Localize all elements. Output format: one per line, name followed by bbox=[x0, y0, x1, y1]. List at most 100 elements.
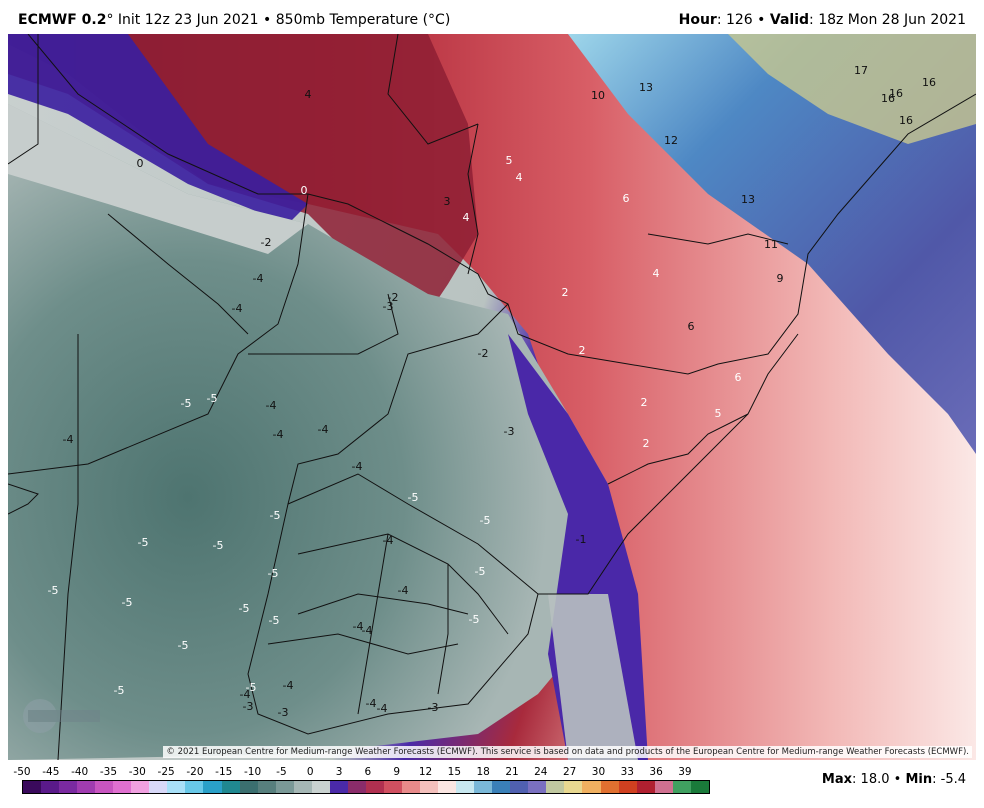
color-scale: -50 -45 -40 -35 -30 -25 -20 -15 -10 -5 0 3 6 9 12 15 18 2… bbox=[8, 762, 710, 802]
scale-tick-label: 27 bbox=[562, 766, 577, 778]
map-value-label: -5 bbox=[207, 392, 218, 405]
map-value-label: -4 bbox=[253, 272, 264, 285]
map-value-label: 16 bbox=[922, 76, 936, 89]
hour-label: Hour bbox=[678, 12, 717, 28]
scale-swatch bbox=[329, 781, 348, 793]
map-value-label: 2 bbox=[641, 396, 648, 409]
map-value-label: 6 bbox=[623, 192, 630, 205]
scale-tick-label: 36 bbox=[649, 766, 663, 778]
scale-swatch bbox=[203, 781, 222, 793]
scale-tick-label: -50 bbox=[13, 766, 31, 778]
map-value-label: 16 bbox=[881, 92, 895, 105]
map-value-label: -4 bbox=[366, 697, 377, 710]
map-value-label: 4 bbox=[463, 211, 470, 224]
map-value-label: -4 bbox=[383, 534, 394, 547]
map-value-label: 9 bbox=[777, 272, 784, 285]
map-value-label: -5 bbox=[480, 514, 491, 527]
map-value-label: 6 bbox=[688, 320, 695, 333]
weatherbell-logo bbox=[23, 699, 100, 733]
scale-tick-label: 15 bbox=[447, 766, 462, 778]
scale-tick-label: 39 bbox=[678, 766, 692, 778]
scale-tick-label: 33 bbox=[620, 766, 634, 778]
map-value-label: -5 bbox=[408, 491, 419, 504]
map-value-label: -4 bbox=[398, 584, 409, 597]
scale-tick-label: 9 bbox=[393, 766, 401, 778]
title-separator: • bbox=[263, 12, 272, 28]
scale-swatch bbox=[23, 781, 42, 793]
map-value-label: -5 bbox=[239, 602, 250, 615]
scale-swatch bbox=[113, 781, 132, 793]
map-value-label: -5 bbox=[246, 681, 257, 694]
scale-swatch bbox=[636, 781, 655, 793]
scale-swatch bbox=[131, 781, 150, 793]
map-value-label: 12 bbox=[664, 134, 678, 147]
init-time: ° Init 12z 23 Jun 2021 bbox=[106, 12, 259, 28]
map-value-label: 2 bbox=[562, 286, 569, 299]
map-value-label: -3 bbox=[383, 300, 394, 313]
map-value-label: -5 bbox=[122, 596, 133, 609]
scale-swatch bbox=[221, 781, 240, 793]
scale-swatch bbox=[239, 781, 258, 793]
hour-value: : 126 bbox=[716, 12, 753, 28]
scale-swatch bbox=[149, 781, 168, 793]
map-value-label: -2 bbox=[388, 291, 399, 304]
scale-swatch bbox=[275, 781, 294, 793]
map-value-label: 17 bbox=[854, 64, 868, 77]
map-value-label: 0 bbox=[301, 184, 308, 197]
map-value-label: -5 bbox=[269, 614, 280, 627]
scale-swatch bbox=[77, 781, 96, 793]
valid-time: Hour: 126 • Valid: 18z Mon 28 Jun 2021 bbox=[679, 12, 966, 28]
map-value-label: 4 bbox=[653, 267, 660, 280]
map-value-label: -5 bbox=[469, 613, 480, 626]
model-name: ECMWF 0.2 bbox=[18, 12, 107, 28]
scale-swatch bbox=[167, 781, 186, 793]
scale-tick-label: -25 bbox=[157, 766, 175, 778]
scale-tick-label: -35 bbox=[99, 766, 118, 778]
map-value-label: 13 bbox=[741, 193, 755, 206]
map-value-label: 5 bbox=[715, 407, 722, 420]
map-value-label: -2 bbox=[478, 347, 489, 360]
max-min-readout: Max: 18.0 • Min: -5.4 bbox=[822, 772, 966, 787]
scale-swatch bbox=[456, 781, 475, 793]
scale-swatch bbox=[41, 781, 60, 793]
scale-tick-label: 30 bbox=[591, 766, 606, 778]
scale-tick-label: -45 bbox=[42, 766, 60, 778]
map-value-label: 2 bbox=[579, 344, 586, 357]
map-value-label: -3 bbox=[278, 706, 289, 719]
field-name: 850mb Temperature (°C) bbox=[275, 12, 451, 28]
scale-tick-label: 12 bbox=[418, 766, 433, 778]
scale-swatch bbox=[582, 781, 601, 793]
map-value-label: 16 bbox=[899, 114, 913, 127]
scale-swatch bbox=[672, 781, 691, 793]
max-label: Max bbox=[821, 772, 853, 787]
scale-tick-label: 18 bbox=[476, 766, 490, 778]
scale-tick-label: 21 bbox=[505, 766, 519, 778]
map-value-label: 10 bbox=[591, 89, 605, 102]
scale-swatch bbox=[510, 781, 529, 793]
scale-swatch bbox=[654, 781, 673, 793]
scale-swatch bbox=[528, 781, 547, 793]
scale-swatch bbox=[365, 781, 384, 793]
scale-swatch bbox=[474, 781, 493, 793]
map-value-label: -5 bbox=[48, 584, 59, 597]
scale-swatch bbox=[311, 781, 330, 793]
map-title: ECMWF 0.2° Init 12z 23 Jun 2021 • 850mb … bbox=[18, 12, 450, 28]
map-value-label: -5 bbox=[270, 509, 281, 522]
map-value-label: -5 bbox=[178, 639, 189, 652]
scale-swatch bbox=[690, 781, 709, 793]
map-value-label: 11 bbox=[764, 238, 778, 251]
scale-tick-label: -20 bbox=[186, 766, 204, 778]
map-value-label: -4 bbox=[352, 460, 363, 473]
scale-swatch bbox=[564, 781, 583, 793]
scale-tick-label: -5 bbox=[276, 766, 287, 778]
map-value-label: -4 bbox=[63, 433, 74, 446]
scale-tick-label: -40 bbox=[71, 766, 89, 778]
scale-swatch bbox=[95, 781, 114, 793]
valid-label: Valid bbox=[769, 12, 810, 28]
max-value: : 18.0 bbox=[852, 772, 890, 787]
map-value-label: -5 bbox=[138, 536, 149, 549]
scale-swatch bbox=[438, 781, 457, 793]
scale-tick-label: -15 bbox=[215, 766, 233, 778]
valid-value: : 18z Mon 28 Jun 2021 bbox=[809, 12, 966, 28]
map-value-label: 3 bbox=[444, 195, 451, 208]
